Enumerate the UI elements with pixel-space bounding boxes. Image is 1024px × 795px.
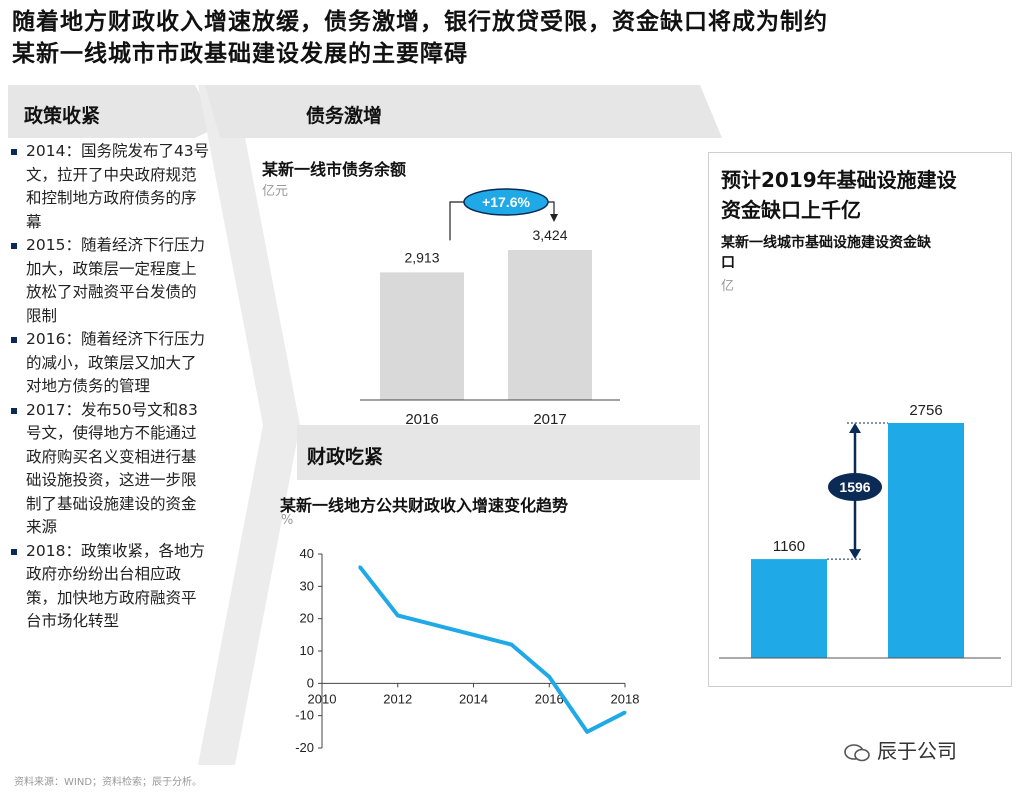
fiscal-y-tick: 20 bbox=[300, 611, 314, 626]
watermark-text: 辰于公司 bbox=[877, 739, 957, 763]
fiscal-x-tick: 2016 bbox=[535, 691, 564, 706]
fiscal-y-tick: -20 bbox=[295, 740, 314, 755]
policy-arrow-shape bbox=[198, 85, 300, 765]
policy-bullet-list: 2014：国务院发布了43号文，拉开了中央政府规范和控制地方政府债务的序幕 20… bbox=[8, 140, 211, 765]
source-note: 资料来源：WIND；资料检索；辰于分析。 bbox=[14, 777, 203, 788]
debt-bar-chart: 2,913 2016 3,424 2017 +17.6% bbox=[360, 188, 620, 428]
funding-gap-panel: 预计2019年基础设施建设 资金缺口上千亿 某新一线城市基础设施建设资金缺口 亿… bbox=[708, 152, 1012, 687]
gap-bar-value: 2756 bbox=[909, 402, 942, 419]
fiscal-data-point bbox=[547, 675, 551, 679]
policy-bullet: 2017：发布50号文和83号文，使得地方不能通过政府购买名义变相进行基础设施投… bbox=[8, 399, 211, 540]
policy-banner-shape bbox=[8, 85, 218, 138]
gap-chart-title: 某新一线城市基础设施建设资金缺口 bbox=[721, 235, 931, 271]
fiscal-chart-unit: % bbox=[281, 513, 294, 528]
policy-bullet: 2016：随着经济下行压力的减小，政策层又加大了对地方债务的管理 bbox=[8, 328, 211, 399]
page-title: 随着地方财政收入增速放缓，债务激增，银行放贷受限，资金缺口将成为制约 某新一线城… bbox=[12, 6, 1012, 70]
debt-x-tick: 2016 bbox=[405, 411, 438, 428]
fiscal-y-tick: 30 bbox=[300, 578, 314, 593]
fiscal-chart-title: 某新一线地方公共财政收入增速变化趋势 bbox=[280, 496, 569, 515]
policy-bullet: 2018：政策收紧，各地方政府亦纷纷出台相应政策，加快地方政府融资平台市场化转型 bbox=[8, 540, 211, 634]
fiscal-y-tick: 10 bbox=[300, 643, 314, 658]
gap-arrowhead-bottom bbox=[849, 549, 861, 560]
gap-badge-label: 1596 bbox=[839, 479, 870, 495]
gap-bar bbox=[751, 559, 827, 658]
fiscal-x-tick: 2010 bbox=[308, 691, 337, 706]
debt-chart-title: 某新一线市债务余额 bbox=[262, 160, 407, 179]
fiscal-growth-line bbox=[358, 565, 626, 734]
fiscal-data-point bbox=[358, 565, 362, 569]
debt-bar bbox=[380, 272, 464, 400]
funding-gap-panel-title: 预计2019年基础设施建设 资金缺口上千亿 bbox=[721, 165, 957, 225]
wechat-watermark: 辰于公司 bbox=[843, 735, 957, 764]
gap-chart-unit: 亿 bbox=[721, 279, 735, 294]
fiscal-x-tick: 2014 bbox=[459, 691, 488, 706]
growth-badge bbox=[463, 188, 549, 216]
fiscal-data-point bbox=[396, 613, 400, 617]
fiscal-y-tick: 40 bbox=[300, 546, 314, 561]
debt-banner-shape bbox=[205, 85, 722, 138]
funding-gap-title-line1: 预计2019年基础设施建设 bbox=[721, 168, 957, 192]
fiscal-banner-label: 财政吃紧 bbox=[307, 446, 384, 468]
fiscal-x-tick: 2018 bbox=[611, 691, 640, 706]
wechat-icon bbox=[844, 743, 870, 761]
policy-bullet: 2015：随着经济下行压力加大，政策层一定程度上放松了对融资平台发债的限制 bbox=[8, 234, 211, 328]
growth-arrowhead bbox=[550, 214, 558, 222]
fiscal-y-tick: 0 bbox=[307, 675, 314, 690]
funding-gap-title-line2: 资金缺口上千亿 bbox=[721, 198, 861, 222]
policy-bullet: 2014：国务院发布了43号文，拉开了中央政府规范和控制地方政府债务的序幕 bbox=[8, 140, 211, 234]
fiscal-x-tick: 2012 bbox=[383, 691, 412, 706]
policy-banner-label: 政策收紧 bbox=[24, 105, 101, 127]
debt-chart-unit: 亿元 bbox=[262, 184, 289, 199]
gap-bar bbox=[888, 423, 964, 658]
growth-badge-label: +17.6% bbox=[482, 194, 530, 210]
fiscal-data-point bbox=[585, 730, 589, 734]
debt-bar bbox=[508, 250, 592, 400]
debt-x-tick: 2017 bbox=[533, 411, 566, 428]
debt-banner-label: 债务激增 bbox=[306, 105, 383, 127]
gap-arrowhead-top bbox=[849, 423, 861, 433]
gap-bar-value: 1160 bbox=[773, 538, 805, 555]
fiscal-data-point bbox=[509, 643, 513, 647]
page-title-line1: 随着地方财政收入增速放缓，债务激增，银行放贷受限，资金缺口将成为制约 bbox=[12, 9, 828, 35]
page-title-line2: 某新一线城市市政基础建设发展的主要障碍 bbox=[12, 41, 468, 67]
debt-bar-value: 2,913 bbox=[404, 249, 439, 265]
gap-badge bbox=[828, 473, 882, 502]
fiscal-banner-shape bbox=[297, 425, 700, 480]
debt-bar-value: 3,424 bbox=[532, 227, 567, 243]
fiscal-y-tick: -10 bbox=[295, 708, 314, 723]
gap-bar-chart: 11602018年**市政府基金收入27562019年**市基建计划投资额159… bbox=[719, 402, 1001, 659]
fiscal-data-point bbox=[623, 710, 627, 714]
